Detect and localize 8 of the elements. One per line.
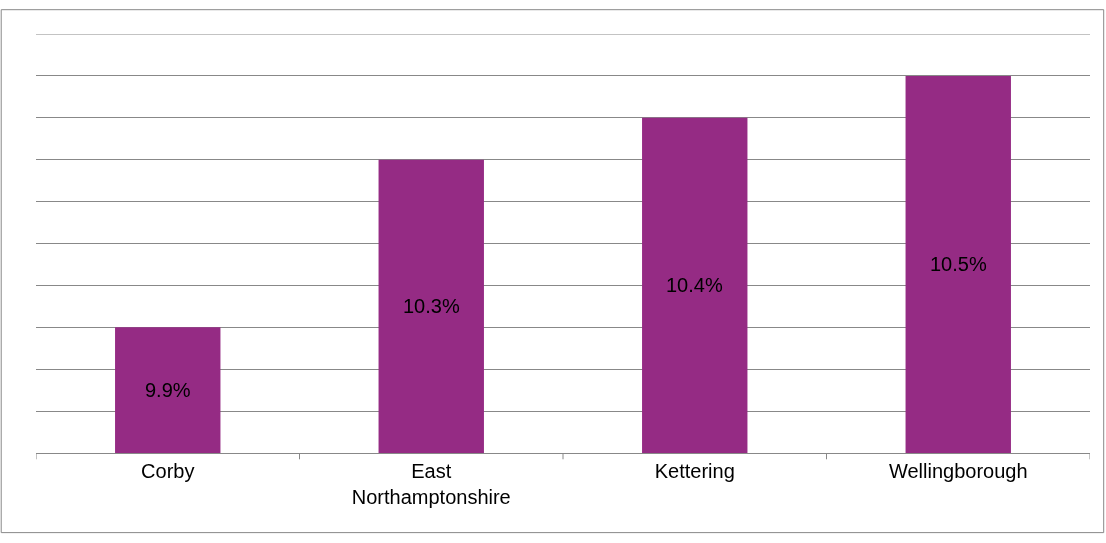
x-tick-label: East Northamptonshire — [351, 460, 511, 508]
data-label: 10.5% — [930, 253, 987, 275]
data-label: 10.3% — [403, 295, 460, 317]
data-label: 9.9% — [145, 379, 191, 401]
data-label: 10.4% — [666, 274, 723, 296]
x-tick-label: Wellingborough — [888, 460, 1028, 482]
x-tick-label: Corby — [141, 460, 195, 482]
x-tick-label: Kettering — [654, 460, 735, 482]
